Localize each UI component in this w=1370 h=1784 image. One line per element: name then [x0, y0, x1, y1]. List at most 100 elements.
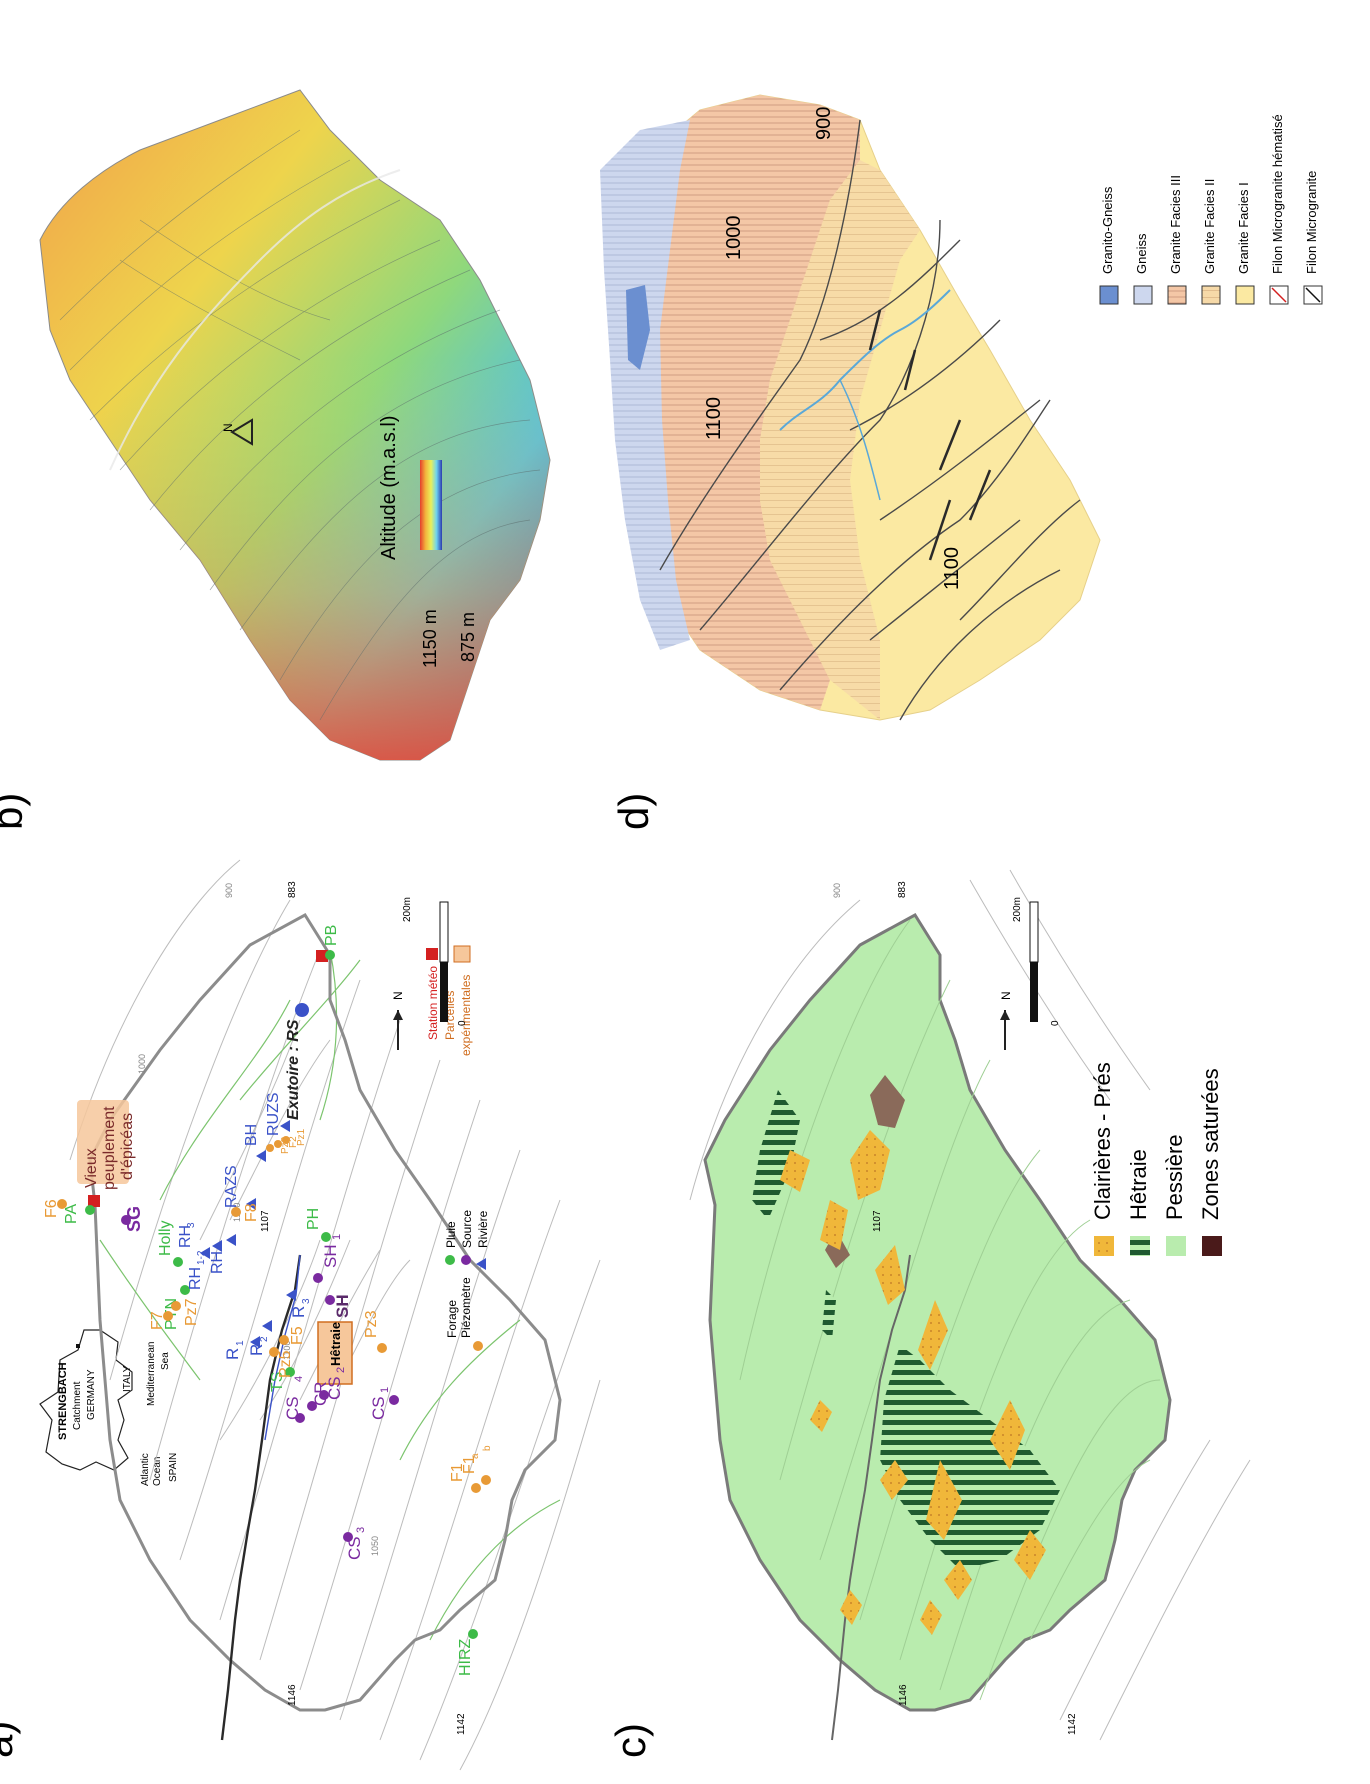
inset-sea-mediterranean: Mediterranean [146, 1342, 157, 1406]
legend-hetraie-swatch [1130, 1236, 1150, 1256]
forage-label-f6: F6 [43, 1199, 60, 1218]
legend-filon-hematise-label: Filon Microgranite hématisé [1270, 114, 1285, 274]
legend-station-label: Station météo [426, 966, 440, 1040]
source-label-sh: SH [333, 1294, 352, 1318]
vieux-label-3: d'épicéas [119, 1113, 136, 1180]
north-arrow-a: N [391, 991, 405, 1050]
legend-parcelles-marker [453, 945, 471, 963]
forage-label-f7: F7 [149, 1311, 166, 1330]
inset-map: STRENGBACH Catchment GERMANY ITALY SPAIN… [39, 1329, 179, 1486]
catchment-boundary-a [88, 913, 562, 1712]
inset-sea-atlantic: Atlantic [140, 1453, 151, 1486]
source-label-cs3: CS [345, 1536, 364, 1560]
elev-c-1107: 1107 [872, 1210, 883, 1232]
hetraie-patch-1 [752, 1090, 800, 1220]
panel-d: d) [600, 94, 1323, 830]
dem-contours [59, 129, 541, 721]
forage-label-pz1: Pz1 [296, 1128, 307, 1146]
elev-label-1142: 1142 [456, 1713, 467, 1735]
forage-points [57, 1136, 491, 1493]
legend-piezometre-label: Piézomètre [459, 1277, 473, 1338]
hetraie-plot-box [317, 1321, 353, 1385]
inset-country-spain: SPAIN [168, 1453, 179, 1482]
forage-label-pz7: Pz7 [183, 1298, 200, 1326]
source-sub-cs1: 1 [379, 1387, 391, 1393]
north-arrow-b: N [221, 418, 253, 446]
legend-saturees-swatch [1202, 1236, 1222, 1256]
vieux-label-2: peuplement [101, 1106, 118, 1190]
source-sub-sh1: 1 [331, 1234, 343, 1240]
hetraie-patch-2 [822, 1290, 836, 1340]
legend-filon-line [1305, 287, 1321, 303]
contour-label-1000: 1000 [723, 216, 745, 261]
riviere-label-razs: RAZS [223, 1165, 240, 1208]
riviere-label-bh: BH [243, 1124, 260, 1146]
riviere-sub-r3: 3 [301, 1298, 312, 1304]
saturees-patch-1 [870, 1075, 905, 1128]
contour-label-1100-a: 1100 [703, 397, 725, 440]
river-d-branch [839, 379, 881, 501]
riviere-label-rh12: RH [187, 1267, 204, 1290]
panel-c-label: c) [607, 1723, 654, 1758]
riviere-sub-rh3: 3 [186, 1222, 197, 1228]
stream-c [831, 1254, 911, 1741]
north-label-c: N [999, 991, 1013, 1000]
legend-facies-2-swatch [1201, 285, 1221, 305]
riviere-points [200, 1120, 296, 1348]
elev-c-1142: 1142 [1067, 1713, 1078, 1735]
altitude-legend-bar [420, 460, 442, 550]
source-label-sh1: SH [321, 1244, 340, 1268]
legend-pluie-marker [445, 1255, 455, 1265]
panel-a: a) STRENGBACH Catchment GERMANY ITALY SP… [0, 859, 601, 1771]
exutoire-point [295, 1003, 309, 1017]
panel-b-label: b) [0, 793, 31, 830]
exutoire-label: Exutoire : RS [285, 1019, 302, 1120]
riviere-label-r3: R [289, 1306, 308, 1318]
legend-facies-3-label: Granite Facies III [1168, 175, 1183, 274]
scale-length-c: 200m [1012, 897, 1023, 922]
scale-length-a: 200m [402, 897, 413, 922]
inset-title: STRENGBACH [57, 1362, 69, 1440]
source-sub-cs3: 3 [355, 1527, 367, 1533]
elev-label-1050: 1050 [370, 1536, 380, 1556]
legend-saturees-label: Zones saturées [1198, 1068, 1223, 1220]
inset-sea-ocean: Ocean [152, 1457, 163, 1486]
riviere-sub-rh12: 1-2 [196, 1250, 207, 1265]
legend-facies-2-label: Granite Facies II [1202, 179, 1217, 274]
legend-gneiss-swatch [1133, 285, 1153, 305]
inset-country-germany: GERMANY [86, 1369, 97, 1420]
dykes [868, 309, 992, 561]
stream-a [220, 1254, 302, 1741]
legend-clairieres-label: Clairières - Prés [1090, 1062, 1115, 1220]
vieux-label-1: Vieux [83, 1148, 100, 1188]
pluie-label-pa: PA [63, 1204, 80, 1224]
panel-a-label: a) [0, 1721, 21, 1758]
forage-sub-b: b [482, 1445, 493, 1451]
elev-label-1146: 1146 [287, 1684, 298, 1706]
legend-riviere-label: Rivière [476, 1210, 490, 1248]
contour-label-1100-b: 1100 [941, 547, 963, 590]
elev-c-1146: 1146 [898, 1684, 909, 1706]
pluie-points [85, 950, 478, 1639]
pluie-label-ts: TS [269, 1372, 286, 1392]
catchment-location [76, 1344, 80, 1348]
scale-bar-a: 0 200m [402, 897, 468, 1026]
contour-lines-a [69, 859, 601, 1771]
geology-contours [659, 119, 1081, 721]
north-label-b: N [221, 423, 235, 432]
north-arrow-c: N [999, 991, 1013, 1050]
contour-lines-c [739, 919, 1161, 1701]
forage-label-f2: F2 [288, 1136, 299, 1148]
forage-label-pz3: Pz3 [363, 1310, 380, 1338]
vieux-peuplement-plot [77, 1100, 129, 1184]
forage-label-f5: F5 [289, 1326, 306, 1345]
forage-label-f1b: F1 [461, 1455, 478, 1474]
legend-clairieres-swatch [1094, 1236, 1114, 1256]
riviere-label-rh: RH [209, 1251, 226, 1274]
inset-subtitle: Catchment [72, 1381, 83, 1430]
north-label-a: N [391, 991, 405, 1000]
forage-label-pz5: Pz5 [277, 1350, 294, 1378]
altitude-legend-min: 875 m [458, 612, 478, 662]
legend-pessiere-swatch [1166, 1236, 1186, 1256]
